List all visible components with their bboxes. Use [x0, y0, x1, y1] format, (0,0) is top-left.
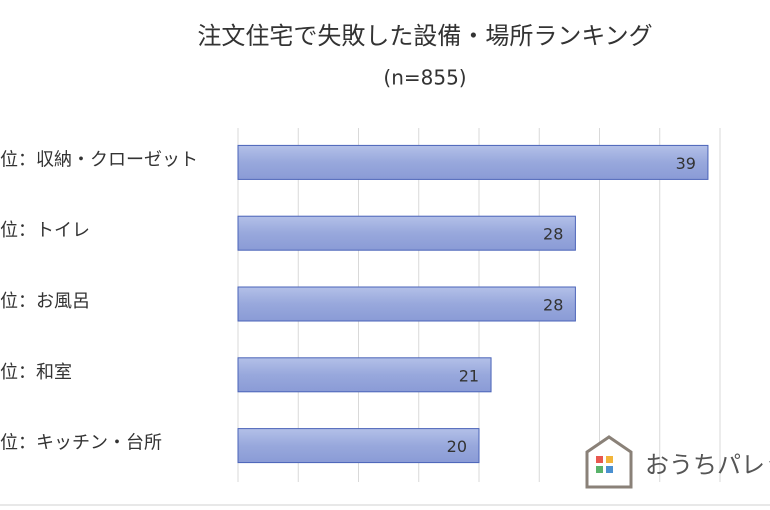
value-label: 39 [676, 154, 696, 173]
logo-tile [596, 456, 603, 463]
value-label: 28 [543, 225, 563, 244]
y-tick-label: 位：お風呂 [0, 291, 90, 312]
bar [237, 286, 576, 322]
logo: おうちパレッ [585, 435, 770, 489]
logo-tile [606, 466, 613, 473]
value-label: 28 [543, 296, 563, 315]
y-tick-label: 位：収納・クローゼット [0, 149, 198, 170]
logo-tile [596, 466, 603, 473]
y-tick-label: 位：キッチン・台所 [0, 433, 162, 454]
chart-subtitle: (n=855) [383, 66, 466, 90]
y-tick-label: 位：和室 [0, 362, 72, 383]
bar [237, 428, 480, 464]
bar [237, 144, 709, 180]
value-label: 20 [447, 437, 467, 456]
chart-title: 注文住宅で失敗した設備・場所ランキング [197, 22, 652, 50]
logo-text: おうちパレッ [645, 451, 770, 479]
value-label: 21 [459, 366, 479, 385]
bar [237, 357, 492, 393]
y-tick-label: 位：トイレ [0, 220, 90, 241]
bar [237, 215, 576, 251]
logo-tile [606, 456, 613, 463]
